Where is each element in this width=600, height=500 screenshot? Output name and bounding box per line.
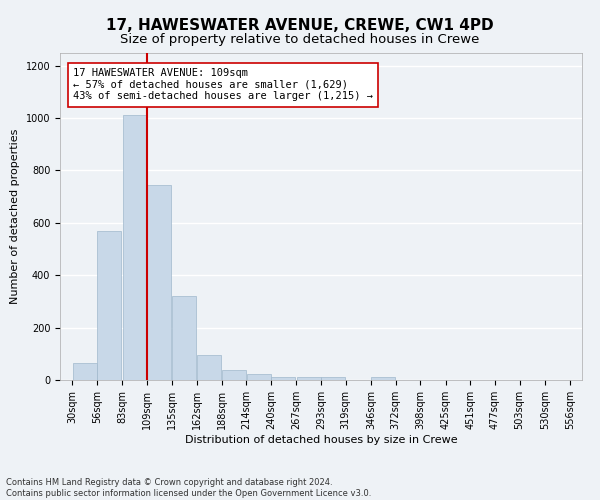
Bar: [247, 374, 271, 380]
X-axis label: Distribution of detached houses by size in Crewe: Distribution of detached houses by size …: [185, 434, 457, 444]
Y-axis label: Number of detached properties: Number of detached properties: [10, 128, 20, 304]
Text: 17 HAWESWATER AVENUE: 109sqm
← 57% of detached houses are smaller (1,629)
43% of: 17 HAWESWATER AVENUE: 109sqm ← 57% of de…: [73, 68, 373, 102]
Bar: [197, 355, 221, 380]
Bar: [172, 296, 196, 380]
Text: 17, HAWESWATER AVENUE, CREWE, CW1 4PD: 17, HAWESWATER AVENUE, CREWE, CW1 4PD: [106, 18, 494, 32]
Bar: [123, 116, 146, 380]
Bar: [271, 376, 295, 380]
Bar: [97, 230, 121, 380]
Bar: [322, 376, 345, 380]
Bar: [371, 376, 395, 380]
Bar: [73, 363, 97, 380]
Bar: [148, 185, 171, 380]
Bar: [297, 376, 320, 380]
Text: Size of property relative to detached houses in Crewe: Size of property relative to detached ho…: [121, 32, 479, 46]
Bar: [222, 370, 246, 380]
Text: Contains HM Land Registry data © Crown copyright and database right 2024.
Contai: Contains HM Land Registry data © Crown c…: [6, 478, 371, 498]
